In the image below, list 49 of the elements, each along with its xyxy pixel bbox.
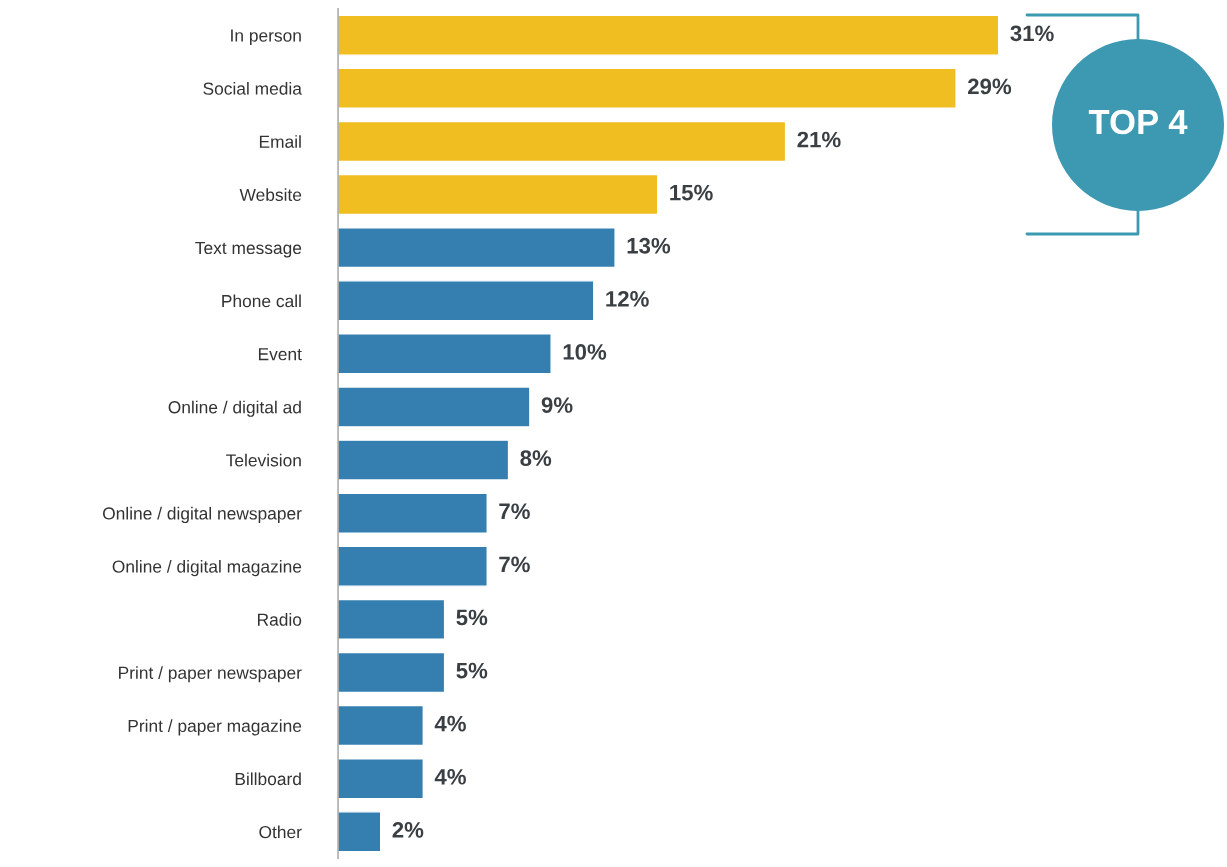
data-label: 7% — [499, 503, 530, 520]
y-tick-label: Text message — [195, 241, 302, 258]
y-tick-label: Television — [226, 453, 301, 467]
data-label: 8% — [520, 450, 552, 467]
data-label: 12% — [606, 290, 649, 307]
y-tick-label: Phone call — [222, 294, 301, 308]
y-tick-label: In person — [231, 29, 301, 46]
y-tick-label: Website — [239, 188, 302, 201]
bar — [338, 811, 382, 853]
data-label: 15% — [670, 184, 713, 201]
y-tick-label: Radio — [257, 613, 302, 626]
bar — [338, 758, 424, 800]
y-tick-label: Other — [259, 825, 302, 839]
bar — [338, 120, 787, 163]
y-tick-label: Event — [258, 348, 302, 361]
bar — [338, 651, 446, 694]
text: TOP 4 — [1088, 109, 1188, 135]
data-label: 10% — [563, 344, 607, 360]
bar — [338, 439, 510, 481]
bar — [338, 598, 446, 640]
y-tick-label: Online / digital ad — [168, 400, 301, 417]
bar — [338, 14, 1000, 56]
y-tick-label: Print / paper magazine — [128, 719, 302, 736]
y-tick-label: Print / paper newspaper — [119, 666, 302, 683]
data-label: 5% — [456, 662, 488, 679]
bar — [338, 704, 424, 747]
y-tick-label: Online / digital newspaper — [102, 506, 302, 524]
bar — [338, 333, 552, 375]
data-label: 7% — [499, 556, 530, 573]
data-label: 4% — [434, 768, 466, 785]
data-label: 5% — [456, 609, 488, 626]
data-label: 9% — [541, 397, 573, 413]
data-label: 4% — [434, 715, 466, 732]
bar — [338, 280, 595, 322]
data-label: 21% — [797, 131, 841, 148]
data-label: 13% — [627, 237, 671, 254]
data-label: 2% — [392, 822, 424, 838]
bar — [338, 492, 488, 534]
bar — [338, 386, 531, 428]
bar — [338, 173, 659, 216]
data-label: 29% — [967, 78, 1012, 95]
y-tick-label: Online / digital magazine — [112, 559, 302, 577]
data-label: 31% — [1010, 25, 1054, 42]
y-tick-label: Social media — [203, 82, 302, 95]
y-tick-label: Billboard — [235, 772, 301, 786]
bar — [338, 545, 488, 587]
bar — [338, 227, 616, 269]
y-tick-label: Email — [259, 135, 301, 148]
bar — [338, 67, 957, 109]
